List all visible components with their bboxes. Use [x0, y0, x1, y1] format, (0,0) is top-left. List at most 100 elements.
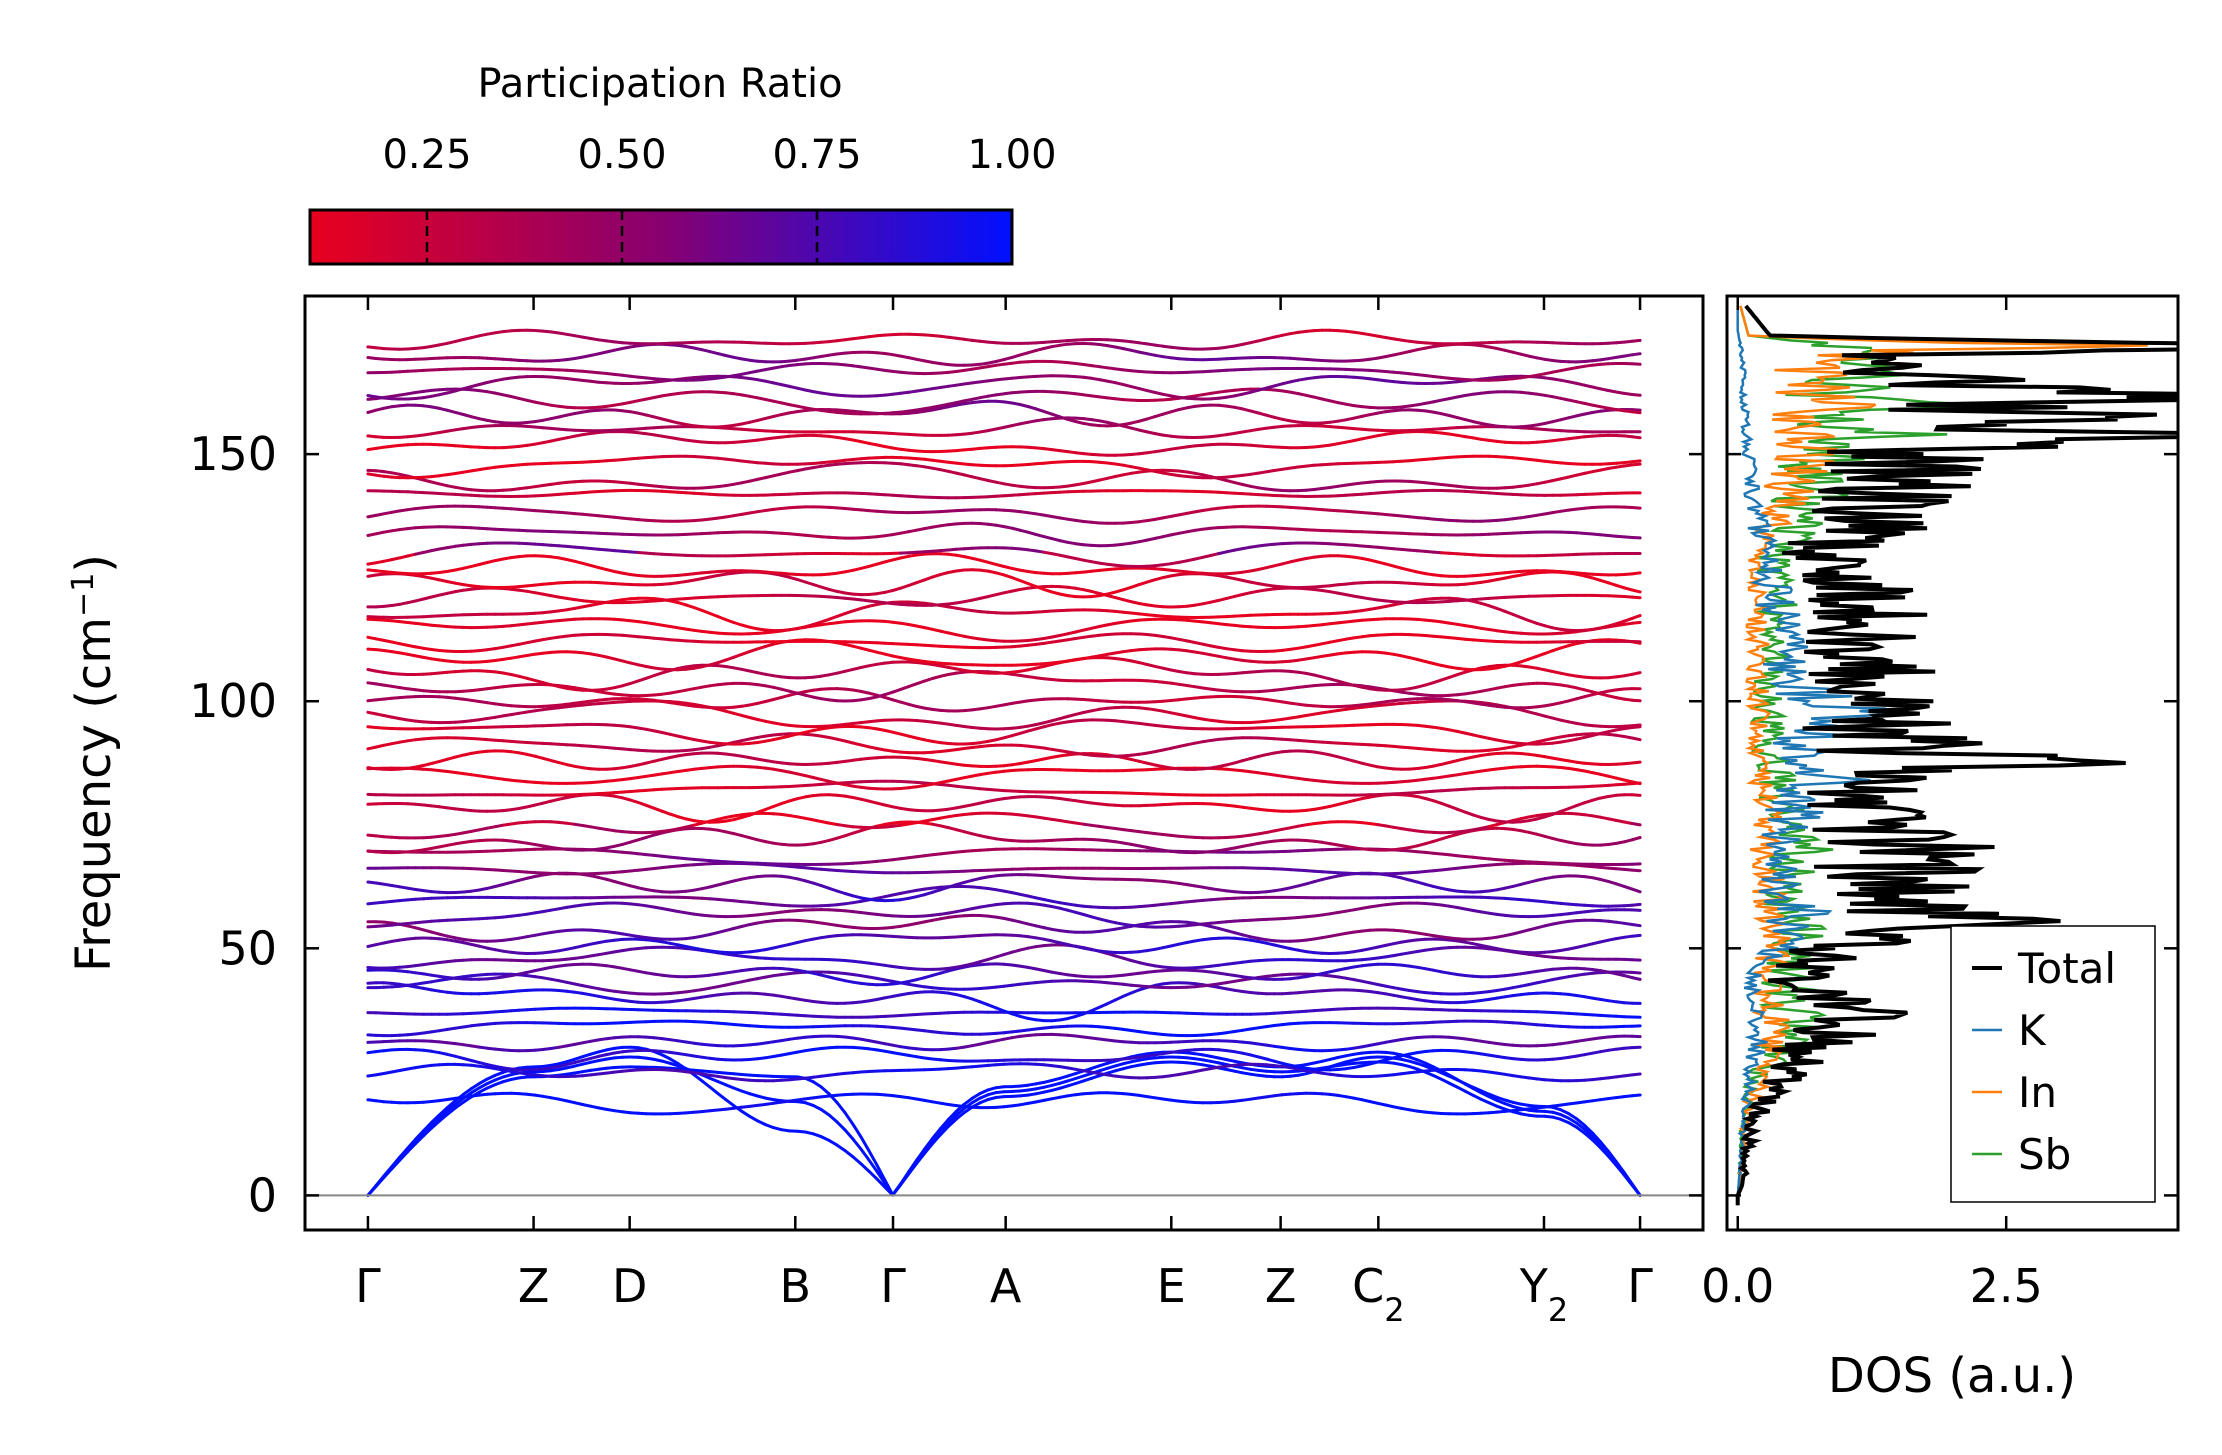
acoustic-band [859, 1147, 871, 1162]
acoustic-band [1582, 1131, 1594, 1142]
colorbar-title: Participation Ratio [477, 61, 842, 107]
acoustic-band [938, 1125, 950, 1137]
acoustic-band [724, 1098, 736, 1108]
acoustic-band [867, 1158, 879, 1173]
acoustic-band [414, 1129, 426, 1141]
acoustic-band [954, 1111, 966, 1121]
acoustic-band [469, 1082, 481, 1091]
acoustic-band [1598, 1146, 1610, 1158]
acoustic-band [907, 1162, 918, 1176]
acoustic-band [1630, 1182, 1642, 1197]
optical-band [1630, 723, 1642, 728]
acoustic-band [891, 1183, 903, 1197]
acoustic-band [859, 1162, 871, 1173]
acoustic-band [899, 1172, 911, 1187]
acoustic-band [835, 1120, 847, 1132]
acoustic-band [827, 1113, 839, 1124]
acoustic-band [740, 1109, 752, 1118]
acoustic-band [851, 1155, 863, 1166]
acoustic-band [414, 1131, 426, 1143]
acoustic-band [374, 1174, 386, 1188]
acoustic-band [446, 1102, 457, 1113]
acoustic-band [422, 1121, 433, 1133]
optical-band [1630, 887, 1642, 894]
acoustic-band [915, 1151, 926, 1166]
acoustic-band [1590, 1138, 1602, 1150]
acoustic-band [366, 1184, 378, 1197]
acoustic-band [430, 1119, 441, 1130]
acoustic-band [446, 1099, 457, 1109]
acoustic-band [1582, 1127, 1594, 1138]
acoustic-band [930, 1133, 942, 1146]
acoustic-band [946, 1117, 958, 1128]
acoustic-band [453, 1100, 465, 1110]
colorbar-gradient [308, 208, 1014, 266]
acoustic-band [843, 1149, 855, 1159]
acoustic-band [422, 1126, 433, 1138]
acoustic-band [875, 1169, 887, 1185]
acoustic-band [1606, 1149, 1618, 1164]
acoustic-band [946, 1109, 958, 1122]
acoustic-band [835, 1143, 847, 1153]
acoustic-band [1598, 1140, 1610, 1153]
colorbar-tick-label: 0.50 [577, 132, 666, 178]
acoustic-band [835, 1101, 847, 1115]
acoustic-band [1575, 1121, 1586, 1131]
acoustic-band [962, 1096, 974, 1106]
optical-band [1630, 970, 1642, 975]
acoustic-band [676, 1062, 688, 1071]
acoustic-band [819, 1108, 831, 1117]
acoustic-band [748, 1114, 759, 1123]
acoustic-band [930, 1130, 942, 1143]
colorbar: Participation Ratio 0.25 0.50 0.75 1.00 [308, 61, 1057, 266]
acoustic-band [414, 1134, 426, 1146]
acoustic-band [819, 1085, 831, 1096]
acoustic-band [883, 1185, 895, 1197]
optical-band [1630, 1093, 1642, 1098]
acoustic-band [692, 1073, 704, 1083]
acoustic-band [1590, 1131, 1602, 1144]
colorbar-tick-label: 0.25 [382, 132, 471, 178]
acoustic-band [938, 1121, 950, 1134]
acoustic-band [1567, 1112, 1578, 1121]
acoustic-band [382, 1165, 394, 1178]
acoustic-band [875, 1163, 887, 1182]
acoustic-band [938, 1118, 950, 1131]
optical-band [1630, 976, 1642, 981]
acoustic-band [716, 1091, 728, 1102]
optical-band [1630, 780, 1642, 786]
acoustic-band [668, 1057, 680, 1066]
acoustic-band [1567, 1116, 1578, 1125]
acoustic-band [453, 1096, 465, 1106]
acoustic-band [469, 1086, 481, 1095]
band-lines [366, 328, 1642, 1197]
optical-band [1630, 736, 1642, 742]
acoustic-band [954, 1107, 966, 1117]
acoustic-band [915, 1147, 926, 1162]
optical-band [1630, 923, 1642, 928]
optical-band [1630, 902, 1642, 907]
acoustic-band [923, 1137, 934, 1151]
optical-band [1630, 933, 1642, 938]
acoustic-band [946, 1113, 958, 1125]
acoustic-band [867, 1169, 879, 1181]
optical-band [1630, 1072, 1642, 1077]
acoustic-band [827, 1138, 839, 1147]
acoustic-band [438, 1109, 449, 1120]
colorbar-tick-label: 0.75 [772, 132, 861, 178]
acoustic-band [422, 1123, 433, 1135]
acoustic-band [477, 1077, 489, 1086]
acoustic-band [970, 1092, 982, 1100]
acoustic-band [1622, 1171, 1634, 1186]
optical-band [1630, 793, 1642, 797]
optical-band [1630, 868, 1642, 873]
acoustic-band [1575, 1117, 1586, 1127]
acoustic-band [461, 1087, 473, 1096]
acoustic-band [1582, 1123, 1594, 1135]
acoustic-band [859, 1135, 871, 1152]
acoustic-band [1598, 1143, 1610, 1156]
acoustic-band [390, 1155, 402, 1169]
acoustic-band [406, 1137, 418, 1150]
